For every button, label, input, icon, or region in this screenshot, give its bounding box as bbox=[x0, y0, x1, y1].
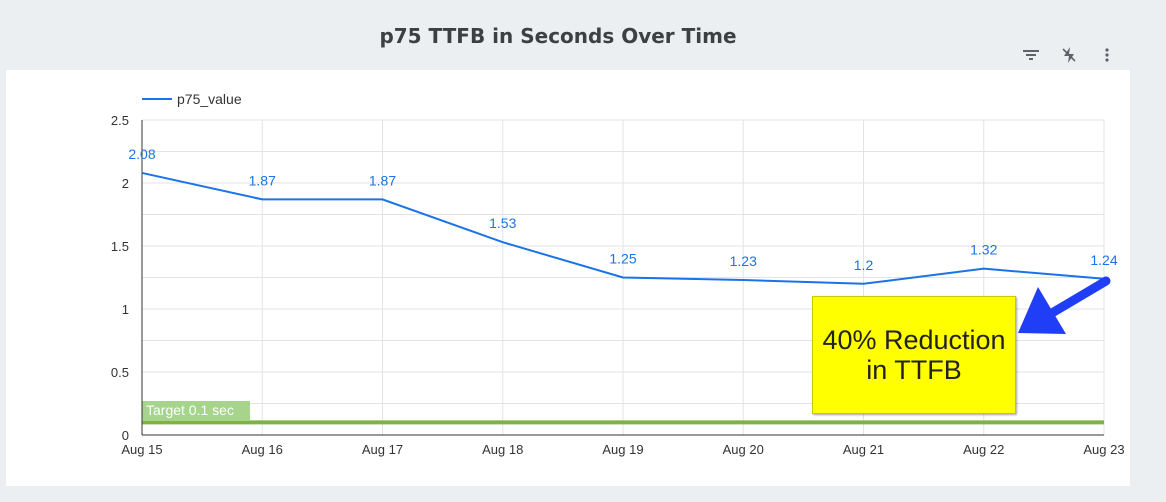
y-tick-label: 2 bbox=[122, 176, 129, 191]
legend-label[interactable]: p75_value bbox=[177, 91, 242, 107]
arrow-head bbox=[1018, 287, 1066, 334]
axes: 0 0.5 1 1.5 2 2.5 Aug 15 Aug 16 Aug 17 Aug 18 Aug … bbox=[111, 113, 1125, 457]
data-label: 2.08 bbox=[128, 146, 155, 162]
x-tick-label: Aug 23 bbox=[1083, 442, 1124, 457]
data-label: 1.87 bbox=[249, 172, 276, 188]
series-line-p75 bbox=[141, 171, 1105, 285]
y-tick-label: 0.5 bbox=[111, 365, 129, 380]
y-tick-label: 0 bbox=[122, 428, 129, 443]
data-labels: 2.08 1.87 1.87 1.53 1.25 1.23 1.2 1.32 1.24 bbox=[128, 146, 1117, 273]
reference-line-label: Target 0.1 sec bbox=[146, 402, 234, 418]
more-vert-icon[interactable] bbox=[1088, 44, 1126, 66]
data-label: 1.32 bbox=[970, 242, 997, 258]
data-label: 1.25 bbox=[609, 251, 636, 267]
y-tick-label: 1 bbox=[122, 302, 129, 317]
arrow-shaft bbox=[1047, 276, 1111, 318]
bolt-slash-icon[interactable] bbox=[1050, 44, 1088, 66]
data-label: 1.53 bbox=[489, 215, 516, 231]
x-tick-label: Aug 17 bbox=[362, 442, 403, 457]
x-tick-label: Aug 19 bbox=[602, 442, 643, 457]
filter-icon[interactable] bbox=[1012, 44, 1050, 66]
data-label: 1.87 bbox=[369, 172, 396, 188]
data-label: 1.2 bbox=[854, 257, 874, 273]
chart-title: p75 TTFB in Seconds Over Time bbox=[379, 24, 737, 48]
x-tick-label: Aug 20 bbox=[723, 442, 764, 457]
annotation-note: 40% Reduction in TTFB bbox=[812, 296, 1016, 414]
reference-line-group: Target 0.1 sec bbox=[142, 401, 1104, 425]
x-tick-label: Aug 16 bbox=[242, 442, 283, 457]
x-tick-label: Aug 21 bbox=[843, 442, 884, 457]
chart-toolbar bbox=[1012, 44, 1126, 66]
grid-lines bbox=[142, 119, 1105, 435]
data-label: 1.23 bbox=[730, 253, 757, 269]
x-tick-label: Aug 18 bbox=[482, 442, 523, 457]
x-tick-label: Aug 22 bbox=[963, 442, 1004, 457]
x-tick-label: Aug 15 bbox=[121, 442, 162, 457]
reference-label-bg bbox=[142, 401, 250, 420]
y-tick-label: 2.5 bbox=[111, 113, 129, 128]
legend: p75_value bbox=[142, 91, 242, 107]
y-tick-label: 1.5 bbox=[111, 239, 129, 254]
annotation-arrow bbox=[1018, 276, 1111, 334]
data-label: 1.24 bbox=[1090, 252, 1117, 268]
series-group bbox=[141, 171, 1105, 285]
